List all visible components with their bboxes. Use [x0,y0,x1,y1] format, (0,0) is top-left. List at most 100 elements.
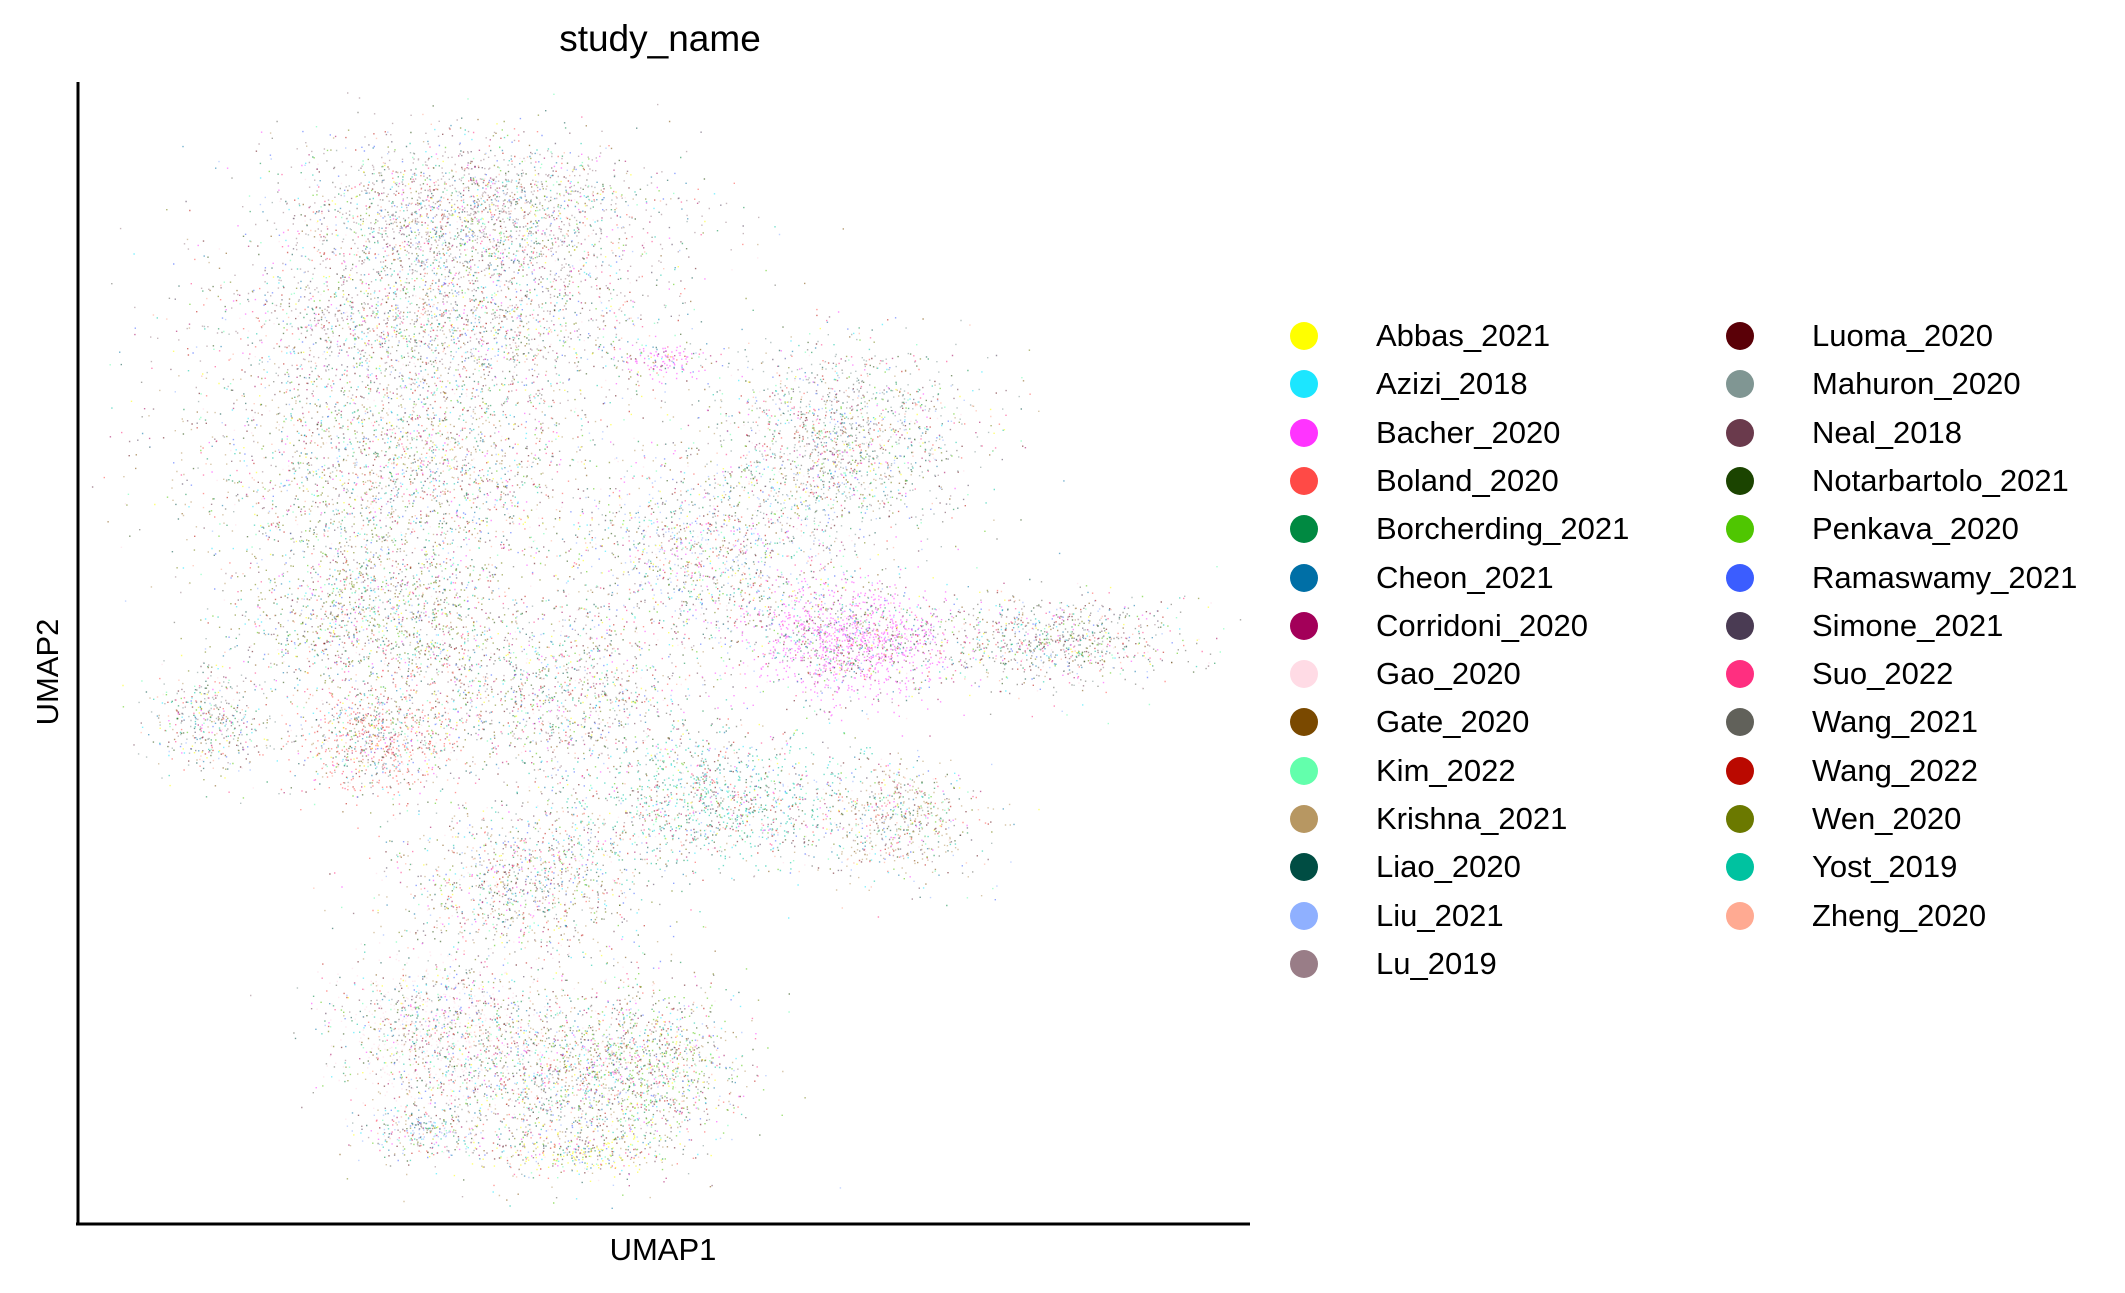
legend-label: Wang_2022 [1812,752,1979,788]
legend-label: Mahuron_2020 [1812,366,2021,402]
scatter-point-cluster [91,342,617,600]
scatter-point-cluster [811,581,1242,715]
scatter-point-cluster [408,1004,754,1187]
scatter-point-cluster [937,599,1156,676]
scatter-point-cluster [240,517,587,740]
legend-label: Cheon_2021 [1376,559,1554,595]
scatter-point-cluster [238,690,472,798]
scatter-point-cluster [181,677,289,755]
legend-item: Notarbartolo_2021 [1726,461,2069,501]
legend-item: Cheon_2021 [1290,558,1554,598]
legend-marker [1726,466,1754,495]
scatter-point-cluster [469,963,716,1207]
legend-item: Mahuron_2020 [1726,364,2021,404]
scatter-point-cluster [824,596,1173,693]
scatter-point-cluster [390,998,769,1204]
scatter-point-cluster [206,323,635,618]
scatter-point-cluster [349,961,784,1203]
scatter-point-cluster [535,722,891,888]
scatter-point-cluster [654,359,656,361]
scatter-point-cluster [173,691,268,787]
scatter-point-cluster [829,758,993,870]
scatter-point-cluster [691,349,998,550]
scatter-point-cluster [545,742,882,911]
scatter-point-cluster [258,105,706,312]
scatter-point-cluster [345,1114,475,1154]
legend-item: Zheng_2020 [1726,896,1986,936]
scatter-point-cluster [687,354,965,542]
scatter-point-cluster [422,978,709,1199]
scatter-point-cluster [321,951,522,1096]
scatter-point-cluster [321,113,662,319]
scatter-point-cluster [363,618,679,788]
scatter-point-cluster [429,976,697,1179]
legend-item: Liu_2021 [1290,896,1504,936]
legend-label: Krishna_2021 [1376,801,1568,836]
scatter-point-cluster [151,240,828,442]
scatter-point-cluster [382,826,626,960]
scatter-point-cluster [342,965,568,1156]
scatter-point-cluster [571,737,921,859]
scatter-point-cluster [838,768,1040,833]
scatter-point-cluster [172,197,632,425]
scatter-point-cluster [854,760,961,898]
scatter-point-cluster [509,1141,644,1169]
scatter-point-cluster [348,967,704,1146]
legend-label: Wang_2021 [1812,704,1979,740]
scatter-point-cluster [349,590,757,793]
scatter-point-cluster [134,188,709,470]
scatter-point-cluster [910,606,1159,684]
scatter-point-cluster [183,209,754,422]
scatter-point-cluster [189,128,656,298]
scatter-point-cluster [342,811,627,975]
legend-marker [1726,660,1754,689]
scatter-point-cluster [348,624,828,827]
scatter-point-cluster [687,354,1027,547]
legend-label: Gao_2020 [1376,656,1521,692]
scatter-point-cluster [222,344,650,561]
scatter-point-cluster [301,912,551,1120]
scatter-point-cluster [722,559,928,693]
legend-label: Liu_2021 [1376,897,1504,933]
scatter-point-cluster [362,958,559,1130]
scatter-point-cluster [123,323,706,614]
scatter-point-cluster [126,288,631,596]
scatter-point-cluster [582,717,840,867]
legend-marker [1290,322,1318,350]
scatter-point-cluster [532,470,866,680]
scatter-point-cluster [416,998,733,1156]
legend-marker [1726,853,1754,882]
scatter-point-cluster [174,487,556,717]
scatter-point-cluster [383,603,726,767]
legend-label: Abbas_2021 [1376,318,1551,353]
scatter-point-cluster [175,667,247,793]
scatter-point-cluster [729,314,966,551]
scatter-point-cluster [316,696,434,805]
chart-title: study_name [559,18,761,59]
scatter-point-cluster [696,326,1022,527]
scatter-point-cluster [229,483,496,726]
legend-label: Notarbartolo_2021 [1812,462,2069,498]
scatter-point-cluster [341,807,623,977]
legend-item: Ramaswamy_2021 [1726,558,2077,598]
scatter-point-cluster [732,576,952,720]
scatter-point-cluster [352,1108,466,1148]
scatter-point-cluster [383,764,644,956]
scatter-point-cluster [838,769,989,866]
scatter-point-cluster [652,347,1040,521]
legend-item: Lu_2019 [1290,944,1497,984]
scatter-point-cluster [161,663,292,789]
scatter-point-cluster [205,474,534,745]
legend-label: Yost_2019 [1812,849,1958,885]
scatter-point-cluster [129,345,663,616]
legend-label: Bacher_2020 [1376,414,1561,450]
scatter-point-cluster [280,660,517,814]
scatter-point-cluster [382,1104,466,1162]
scatter-point-cluster [379,1110,495,1154]
scatter-point-cluster [547,1142,663,1163]
scatter-point-cluster [220,233,690,426]
scatter-point-cluster [842,773,956,858]
scatter-point-cluster [298,675,467,843]
scatter-point-cluster [941,592,1203,718]
scatter-point-cluster [583,1005,743,1138]
